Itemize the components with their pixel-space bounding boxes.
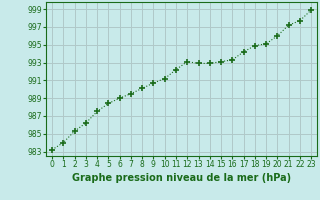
X-axis label: Graphe pression niveau de la mer (hPa): Graphe pression niveau de la mer (hPa) bbox=[72, 173, 291, 183]
